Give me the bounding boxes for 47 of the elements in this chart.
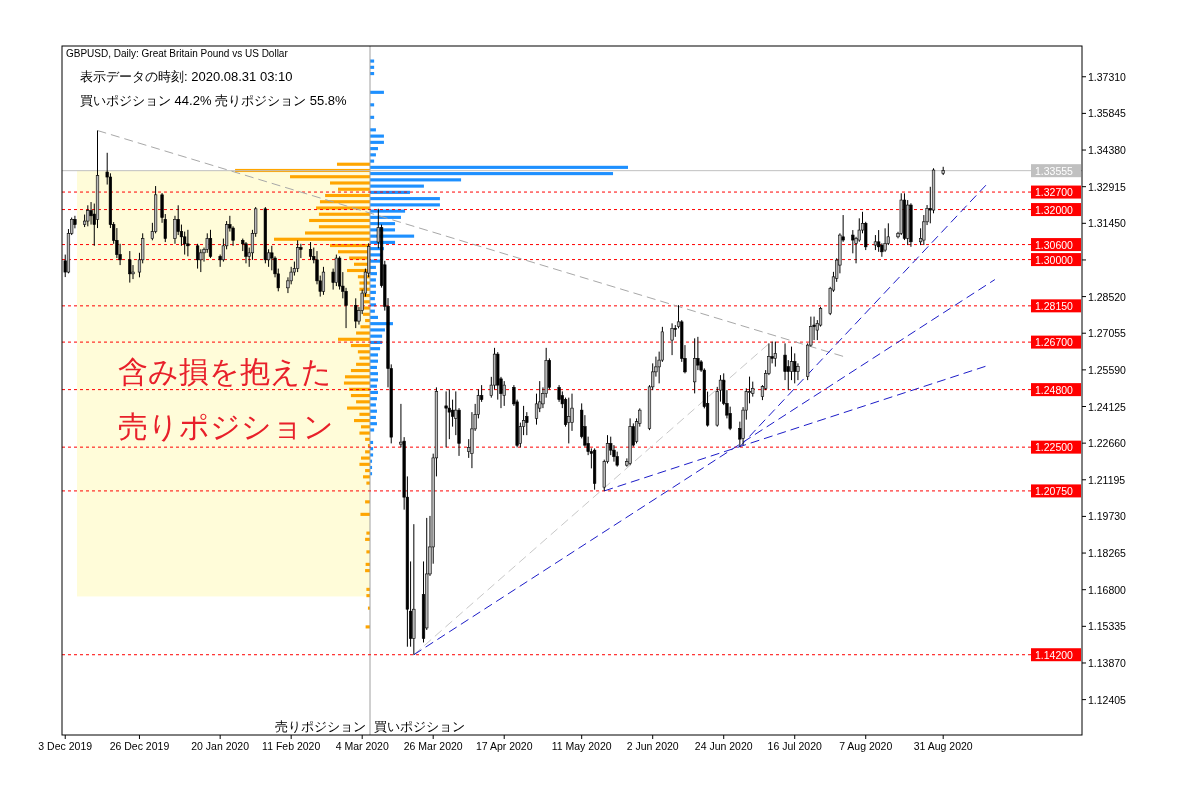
y-tick-label: 1.28520 (1088, 290, 1127, 303)
y-tick-label: 1.13870 (1088, 656, 1127, 669)
ref-line-label: 1.32000 (1035, 203, 1074, 216)
x-tick-label: 7 Aug 2020 (839, 740, 893, 752)
y-tick-label: 1.27055 (1088, 327, 1127, 340)
x-tick-label: 4 Mar 2020 (335, 740, 389, 752)
y-tick-label: 1.24125 (1088, 400, 1127, 413)
ref-line-label: 1.14200 (1035, 648, 1074, 661)
ref-line-label: 1.32700 (1035, 186, 1074, 199)
x-tick-label: 2 Jun 2020 (626, 740, 679, 752)
x-tick-label: 20 Jan 2020 (191, 740, 250, 752)
ref-line-label: 1.20750 (1035, 484, 1074, 497)
y-tick-label: 1.22660 (1088, 437, 1127, 450)
x-tick-label: 31 Aug 2020 (913, 740, 973, 752)
annotation: 売りポジション (275, 718, 366, 734)
x-tick-label: 26 Mar 2020 (403, 740, 463, 752)
y-tick-label: 1.12405 (1088, 693, 1127, 706)
y-tick-label: 1.31450 (1088, 217, 1127, 230)
x-tick-label: 11 May 2020 (551, 740, 612, 752)
chart-title: GBPUSD, Daily: Great Britain Pound vs US Dollar (66, 47, 289, 59)
ref-line-label: 1.22500 (1035, 441, 1074, 454)
y-tick-label: 1.21195 (1088, 473, 1126, 486)
ref-line-label: 1.24800 (1035, 383, 1074, 396)
y-tick-label: 1.37310 (1088, 70, 1127, 83)
y-tick-label: 1.25590 (1088, 363, 1127, 376)
ref-line-label: 1.30000 (1035, 253, 1074, 266)
y-tick-label: 1.15335 (1088, 620, 1127, 633)
ref-line-label: 1.33555 (1035, 164, 1074, 177)
x-tick-label: 26 Dec 2019 (109, 740, 170, 752)
x-tick-label: 16 Jul 2020 (767, 740, 823, 752)
x-tick-label: 24 Jun 2020 (694, 740, 753, 752)
y-tick-label: 1.35845 (1088, 107, 1127, 120)
y-tick-label: 1.19730 (1088, 510, 1127, 523)
annotation: 買いポジション (374, 718, 465, 734)
x-tick-label: 11 Feb 2020 (262, 740, 321, 752)
text: 表示データの時刻: 2020.08.31 03:10 (80, 68, 293, 84)
band-label: 含み損を抱えた売りポジション (118, 354, 334, 443)
x-tick-label: 17 Apr 2020 (475, 740, 533, 752)
x-tick-label: 3 Dec 2019 (38, 740, 93, 752)
ref-line-label: 1.26700 (1035, 336, 1074, 349)
y-tick-label: 1.32915 (1088, 180, 1127, 193)
y-tick-label: 1.16800 (1088, 583, 1127, 596)
ref-line-label: 1.28150 (1035, 299, 1074, 312)
y-tick-label: 1.18265 (1088, 547, 1127, 560)
y-tick-label: 1.34380 (1088, 144, 1127, 157)
ref-line-label: 1.30600 (1035, 238, 1074, 251)
text: 買いポジション 44.2% 売りポジション 55.8% (80, 92, 347, 108)
